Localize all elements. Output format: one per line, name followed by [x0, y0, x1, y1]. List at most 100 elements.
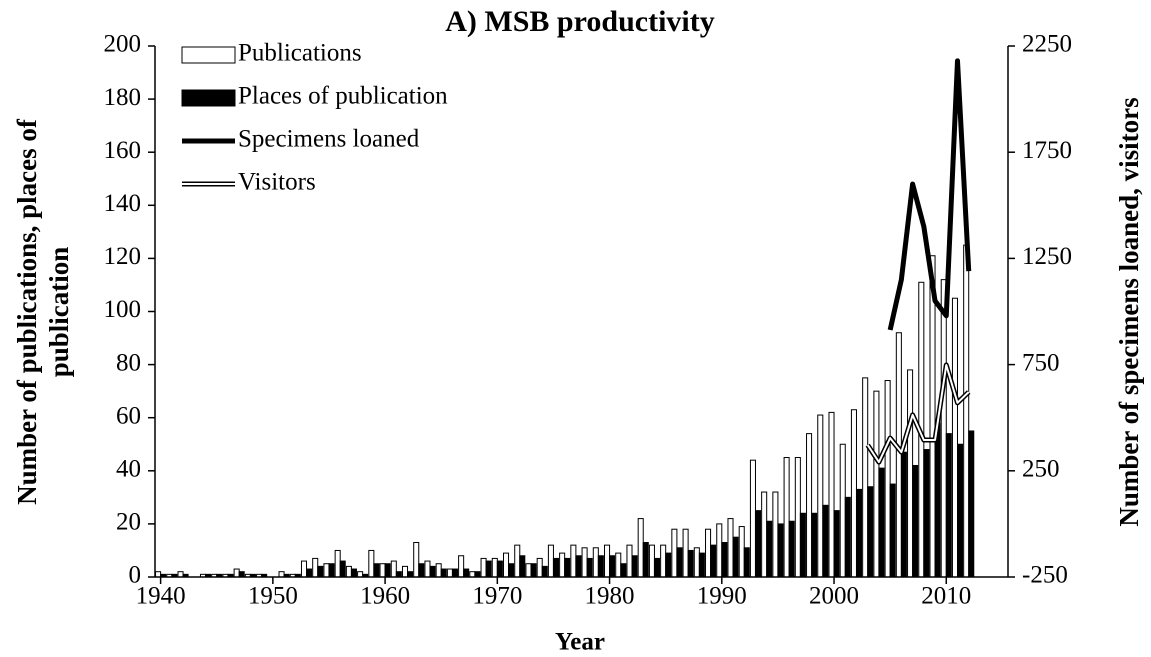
y2-tick-label: 1750 [1022, 137, 1072, 164]
y-tick-label: 100 [104, 296, 142, 323]
bar [458, 555, 465, 578]
y2-tick-label: -250 [1022, 562, 1068, 589]
bar [682, 528, 689, 578]
bar [968, 430, 975, 578]
bar [508, 563, 515, 578]
bar [463, 568, 470, 578]
y2-tick-label: 2250 [1022, 31, 1072, 58]
bar [485, 560, 492, 578]
bar [317, 565, 324, 578]
bar [693, 547, 700, 578]
bar [850, 409, 857, 578]
bar [783, 457, 790, 578]
bar [238, 571, 245, 578]
bar [306, 568, 313, 578]
bar [749, 459, 756, 578]
y-tick-label: 140 [104, 190, 142, 217]
bar [502, 552, 510, 578]
bar [597, 555, 604, 578]
bar [912, 464, 919, 578]
y-tick-label: 120 [104, 243, 142, 270]
bar [732, 536, 739, 578]
bar [754, 510, 762, 578]
bar [615, 552, 622, 578]
y2-tick-label: 750 [1022, 349, 1060, 376]
bar [799, 512, 806, 578]
line [866, 364, 970, 464]
bar [592, 547, 599, 578]
bar [772, 491, 779, 578]
bar [604, 544, 611, 578]
bar [665, 552, 672, 578]
y-tick-label: 200 [104, 31, 142, 58]
bar [373, 563, 380, 578]
bar [716, 523, 723, 578]
bar [811, 512, 818, 578]
bar [889, 483, 896, 578]
bar [424, 560, 431, 578]
bar [822, 504, 829, 578]
bar [345, 565, 352, 578]
bar [536, 557, 543, 578]
bar [923, 449, 930, 578]
bar [384, 563, 391, 578]
line [887, 58, 972, 331]
y-tick-label: 40 [116, 456, 141, 483]
bar [413, 541, 420, 578]
bar [951, 297, 958, 578]
bar [552, 557, 559, 578]
y2-tick-label: 1250 [1022, 243, 1072, 270]
y-tick-label: 20 [116, 509, 141, 536]
chart-title: A) MSB productivity [445, 5, 714, 38]
y-axis-label: Number of publications, places of [12, 118, 42, 505]
x-tick-label: 1940 [136, 583, 186, 610]
bar [570, 544, 577, 578]
bar [844, 496, 851, 578]
bar [867, 486, 874, 578]
bar [177, 571, 184, 578]
bar [155, 571, 162, 578]
bar [626, 544, 633, 578]
bar [581, 547, 588, 578]
bar [446, 568, 453, 578]
bar [530, 563, 537, 578]
legend-swatch [181, 89, 236, 107]
bar [956, 443, 964, 578]
bar [300, 560, 308, 578]
bar [328, 563, 335, 578]
legend-label: Specimens loaned [238, 126, 420, 153]
bar [642, 541, 649, 578]
x-tick-label: 1950 [248, 583, 298, 610]
bar [233, 568, 240, 578]
y-tick-label: 60 [116, 402, 141, 429]
x-tick-label: 2000 [809, 583, 859, 610]
bar [637, 518, 644, 578]
bar [766, 520, 773, 578]
bar [401, 565, 409, 578]
bar [480, 557, 487, 578]
bar [761, 491, 768, 578]
x-tick-label: 1990 [697, 583, 747, 610]
bar [806, 433, 813, 578]
legend-label: Places of publication [238, 83, 448, 110]
y-axis-label: publication [44, 247, 74, 378]
bar [407, 571, 414, 578]
bar [671, 528, 678, 578]
x-axis-label: Year [555, 629, 605, 656]
bar [429, 565, 436, 578]
x-tick-label: 2010 [921, 583, 971, 610]
y2-tick-label: 250 [1022, 456, 1060, 483]
bar [541, 565, 548, 578]
bar [676, 547, 683, 578]
bar [817, 414, 824, 578]
bar [963, 244, 970, 578]
bar [496, 560, 503, 578]
bar [620, 563, 627, 578]
bar [575, 555, 582, 578]
bar [395, 571, 402, 578]
legend-swatch [181, 46, 236, 64]
bar [339, 560, 346, 578]
bar [609, 555, 616, 578]
